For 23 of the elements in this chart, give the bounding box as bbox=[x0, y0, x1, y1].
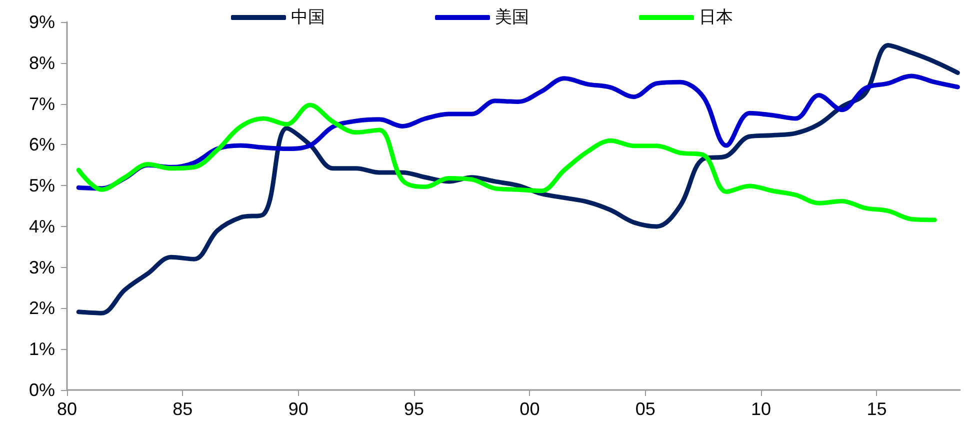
line-series bbox=[76, 102, 937, 222]
y-tick-label: 0% bbox=[28, 380, 55, 400]
y-tick-label: 1% bbox=[28, 339, 55, 360]
y-tick-label: 5% bbox=[28, 176, 55, 196]
x-tick-label: 15 bbox=[866, 399, 887, 419]
y-tick-label: 7% bbox=[28, 94, 55, 114]
y-tick-label: 6% bbox=[28, 134, 55, 155]
x-tick-label: 10 bbox=[751, 399, 772, 419]
x-tick-label: 80 bbox=[56, 399, 78, 419]
y-tick-label: 8% bbox=[28, 52, 55, 73]
x-tick-label: 90 bbox=[288, 399, 308, 419]
y-tick-label: 2% bbox=[28, 298, 55, 318]
x-tick-label: 85 bbox=[172, 399, 193, 419]
legend-label: 日本 bbox=[699, 8, 733, 28]
x-tick-label: 95 bbox=[404, 399, 424, 419]
y-tick-label: 9% bbox=[28, 12, 55, 32]
y-tick-label: 4% bbox=[28, 216, 55, 236]
legend-label: 中国 bbox=[291, 8, 325, 28]
line-series bbox=[76, 43, 960, 316]
x-tick-label: 05 bbox=[635, 399, 656, 419]
legend-label: 美国 bbox=[495, 8, 529, 28]
y-tick-label: 3% bbox=[28, 257, 55, 278]
x-tick-label: 00 bbox=[520, 399, 540, 419]
